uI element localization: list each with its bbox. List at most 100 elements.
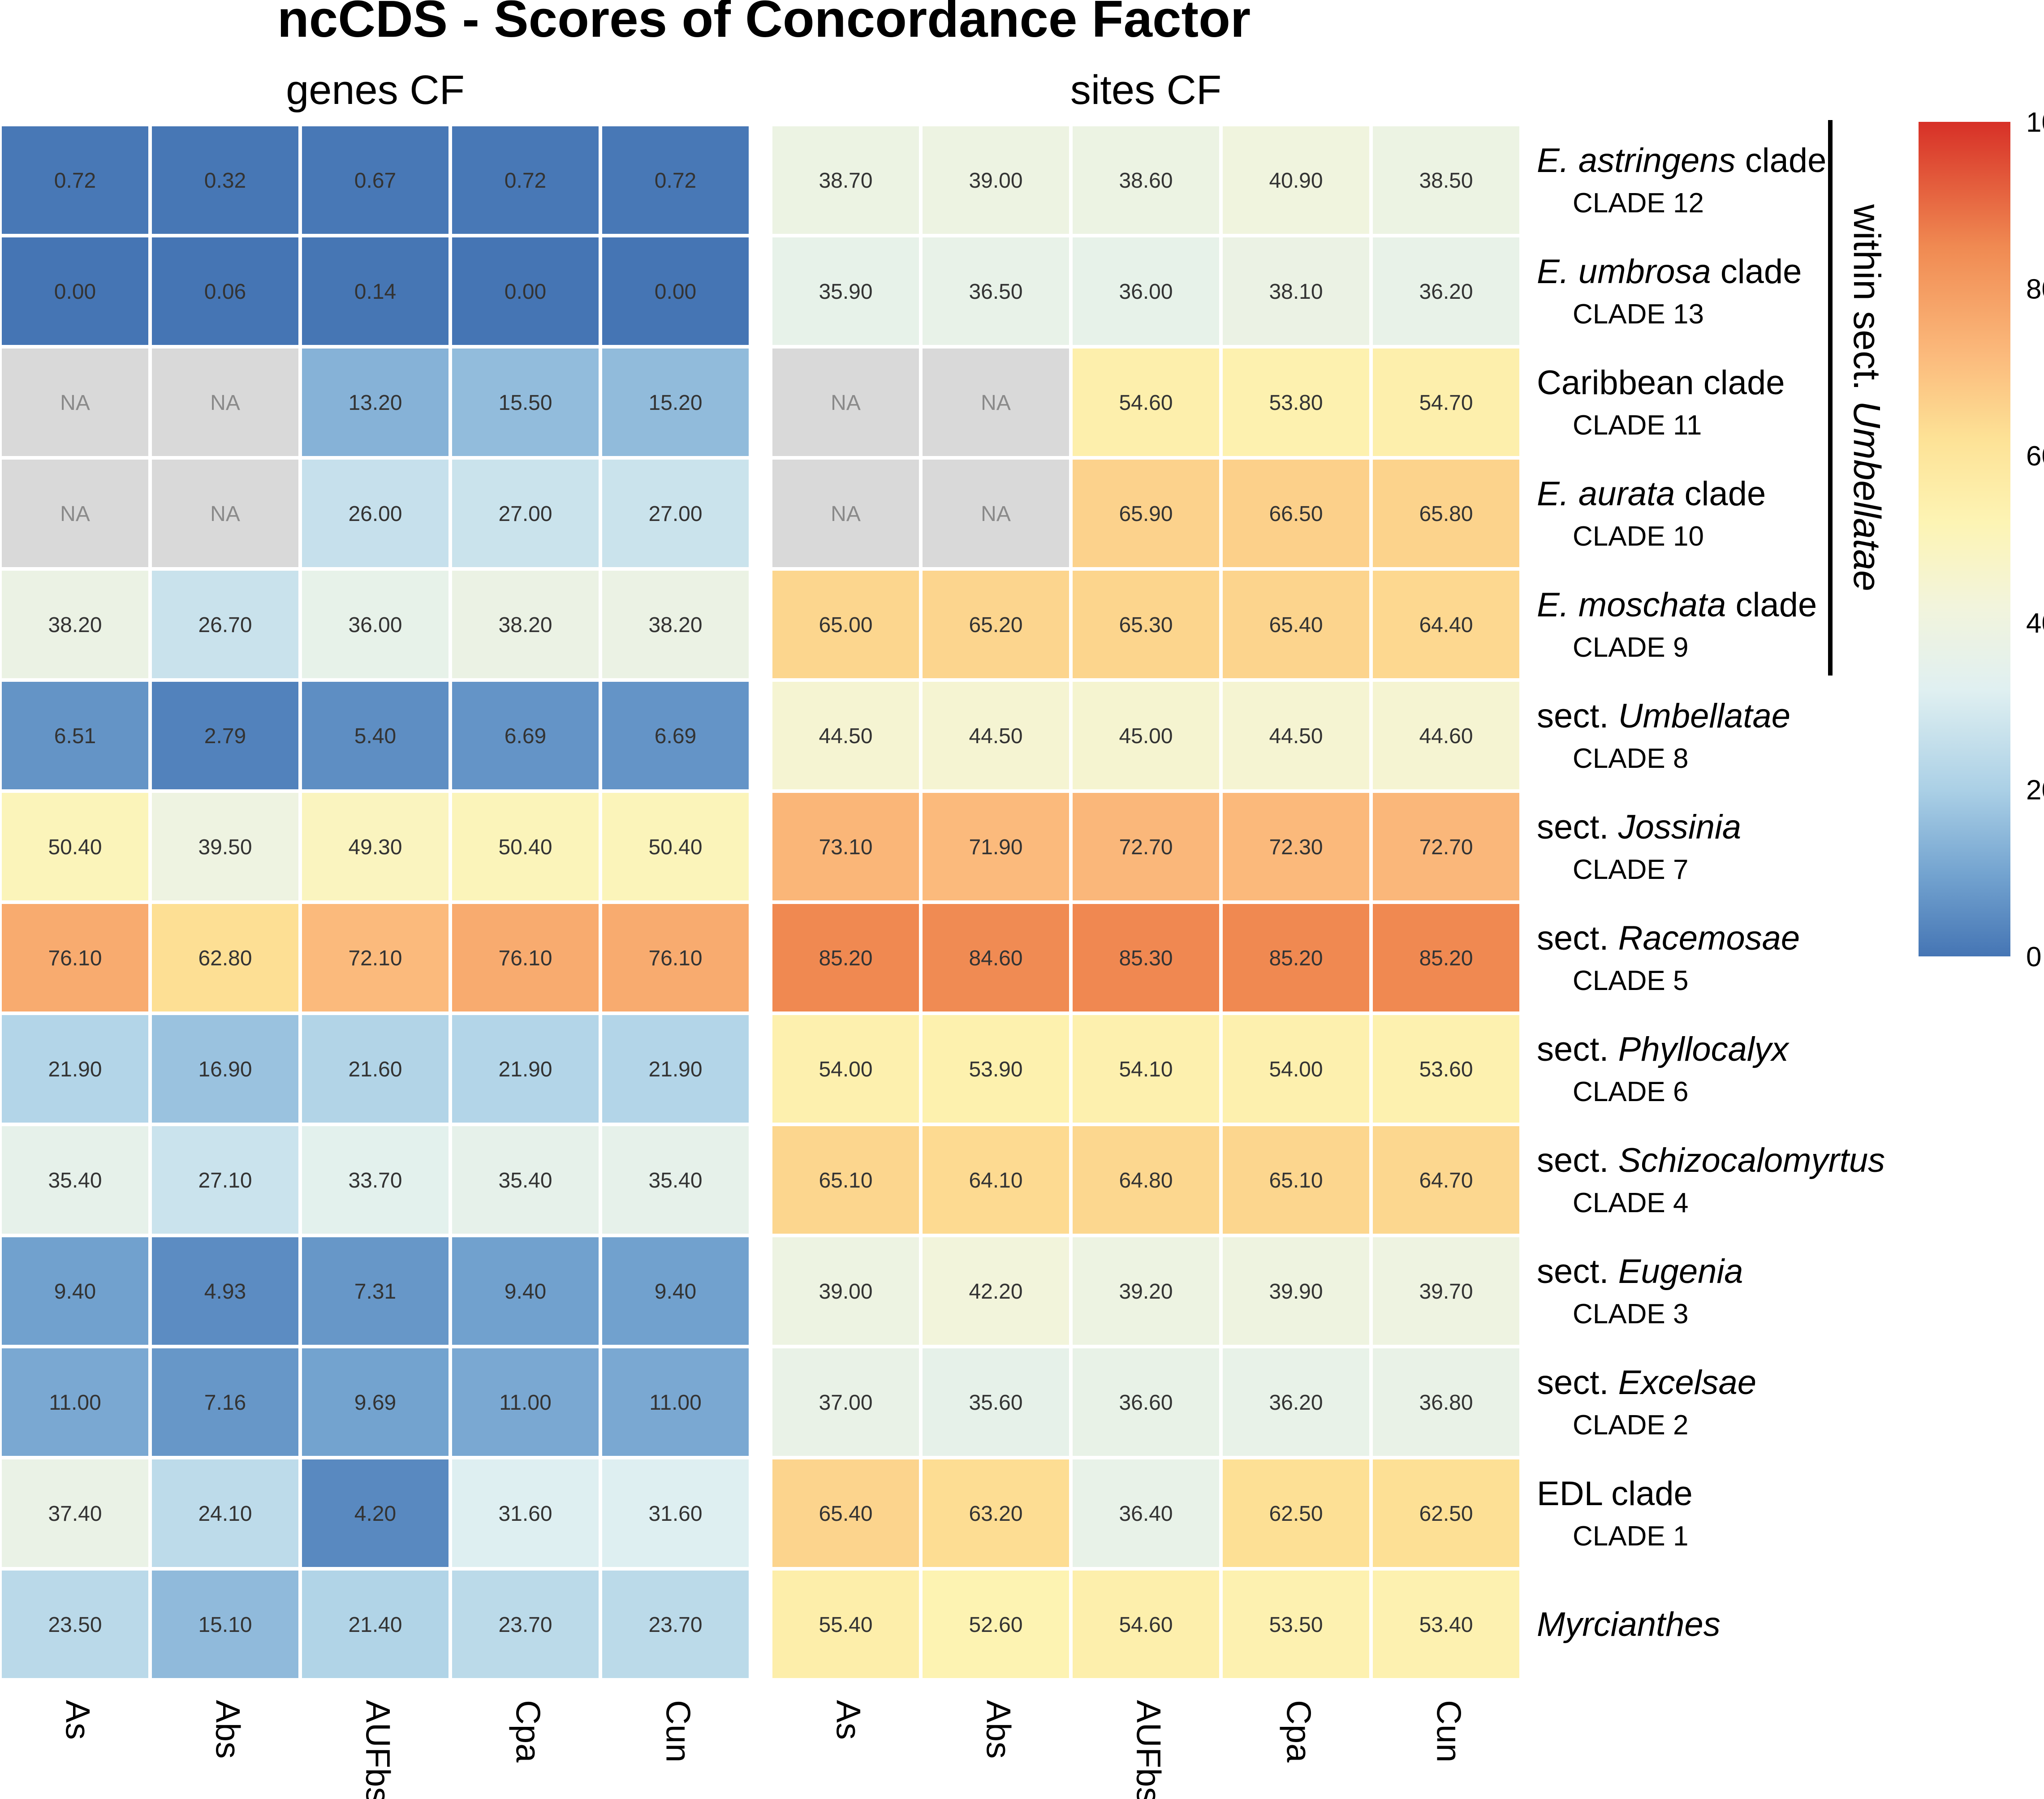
heatmap-cell [448, 789, 602, 904]
heatmap-cell [0, 456, 152, 571]
column-label-cpa: Cpa [509, 1700, 547, 1763]
heatmap-cell [0, 678, 152, 793]
cell-value-label: 84.60 [969, 947, 1022, 970]
cell-value-label: 35.40 [48, 1169, 102, 1192]
cell-value-label: 11.00 [49, 1391, 101, 1415]
cell-value-label: 64.10 [969, 1169, 1022, 1192]
heatmap-cell [298, 234, 452, 349]
cell-value-label: 52.60 [969, 1613, 1022, 1637]
heatmap-cell [769, 900, 923, 1015]
cell-value-label: 72.30 [1269, 835, 1323, 859]
cell-value-label: 65.40 [819, 1502, 872, 1526]
row-label: sect. Eugenia [1537, 1252, 1743, 1291]
heatmap-cell [148, 456, 302, 571]
cell-value-label: 85.30 [1119, 947, 1173, 970]
heatmap-cell [448, 1123, 602, 1237]
heatmap-cell [1369, 1011, 1523, 1126]
heatmap-cell [1219, 789, 1373, 904]
heatmap-cell [148, 1011, 302, 1126]
cell-value-label: 62.80 [198, 947, 252, 970]
cell-value-label: 27.00 [648, 502, 702, 526]
colorbar-tick-label: 0 [2026, 942, 2041, 973]
column-label-as: As [829, 1700, 867, 1740]
cell-value-label: 5.40 [354, 724, 396, 748]
colorbar-tick-label: 80 [2026, 274, 2044, 305]
cell-value-label: 62.50 [1269, 1502, 1323, 1526]
heatmap-cell [599, 345, 752, 460]
column-label-aufbs: AUFbs [358, 1700, 397, 1799]
heatmap-cell [148, 678, 302, 793]
heatmap-cell [448, 456, 602, 571]
cell-value-label: 11.00 [499, 1391, 552, 1415]
clade-label: CLADE 9 [1573, 632, 1688, 663]
cell-value-label: 39.00 [969, 169, 1022, 193]
cell-value-label: 33.70 [348, 1169, 402, 1192]
row-label: E. umbrosa clade [1537, 253, 1802, 291]
heatmap-cell [599, 1567, 752, 1682]
cell-value-label: 0.72 [505, 169, 546, 193]
heatmap-cell [769, 1011, 923, 1126]
cell-value-label: 27.10 [198, 1169, 252, 1192]
cell-value-label: 55.40 [819, 1613, 872, 1637]
cell-value-label: 35.60 [969, 1391, 1022, 1415]
cell-value-label: 44.50 [969, 724, 1022, 748]
cell-value-label: 38.20 [648, 613, 702, 637]
heatmap-cell [1069, 567, 1223, 682]
cell-value-label: 64.70 [1419, 1169, 1473, 1192]
heatmap-cell [298, 1345, 452, 1459]
cell-value-label: 76.10 [48, 947, 102, 970]
cell-value-label: 54.70 [1419, 391, 1473, 415]
clade-label: CLADE 13 [1573, 299, 1704, 330]
cell-value-label: 36.60 [1119, 1391, 1173, 1415]
cell-value-label: 26.70 [198, 613, 252, 637]
cell-value-label: 64.80 [1119, 1169, 1173, 1192]
heatmap-cell [599, 1234, 752, 1348]
cell-value-label: 76.10 [498, 947, 552, 970]
cell-value-label: 23.50 [48, 1613, 102, 1637]
clade-label: CLADE 5 [1573, 965, 1688, 996]
clade-label: CLADE 3 [1573, 1299, 1688, 1330]
cell-value-label: 38.20 [48, 613, 102, 637]
cell-value-label: 49.30 [348, 835, 402, 859]
cell-value-label: 53.40 [1419, 1613, 1473, 1637]
clade-label: CLADE 6 [1573, 1076, 1688, 1107]
row-label: sect. Racemosae [1537, 919, 1800, 957]
cell-value-label: 54.10 [1119, 1058, 1173, 1081]
cell-value-label: 44.60 [1419, 724, 1473, 748]
cell-value-label: 21.40 [348, 1613, 402, 1637]
cell-value-label: 50.40 [48, 835, 102, 859]
cell-value-label: 36.00 [348, 613, 402, 637]
heatmap-cell [599, 1456, 752, 1571]
heatmap-cell [1069, 789, 1223, 904]
heatmap-cell [148, 1567, 302, 1682]
cell-value-label: 35.40 [498, 1169, 552, 1192]
cell-value-label: 11.00 [649, 1391, 702, 1415]
cell-value-label: 38.60 [1119, 169, 1173, 193]
cell-value-label: 38.20 [498, 613, 552, 637]
cell-value-label: 85.20 [1419, 947, 1473, 970]
cell-value-label: 0.00 [655, 280, 696, 304]
cell-value-label: 36.40 [1119, 1502, 1173, 1526]
heatmap-cell [0, 1234, 152, 1348]
heatmap-cell [769, 123, 923, 237]
cell-value-label: 13.20 [348, 391, 402, 415]
heatmap-cell [599, 456, 752, 571]
panel-title-genes: genes CF [286, 67, 465, 113]
cell-value-label: 53.50 [1269, 1613, 1323, 1637]
cell-value-label: 37.00 [819, 1391, 872, 1415]
heatmap-cell [599, 123, 752, 237]
cell-value-label: 45.00 [1119, 724, 1173, 748]
cell-value-label: 76.10 [648, 947, 702, 970]
cell-value-label: 38.50 [1419, 169, 1473, 193]
cell-value-label: 0.72 [655, 169, 696, 193]
cell-value-label: 53.80 [1269, 391, 1323, 415]
cell-value-label: 36.80 [1419, 1391, 1473, 1415]
cell-value-label: 39.50 [198, 835, 252, 859]
cell-value-label: 54.00 [1269, 1058, 1323, 1081]
cell-value-label: 39.00 [819, 1280, 872, 1304]
heatmap-cell [1219, 123, 1373, 237]
cell-value-label: 65.10 [819, 1169, 872, 1192]
cell-value-label: 65.00 [819, 613, 872, 637]
cell-value-label: 7.16 [204, 1391, 246, 1415]
